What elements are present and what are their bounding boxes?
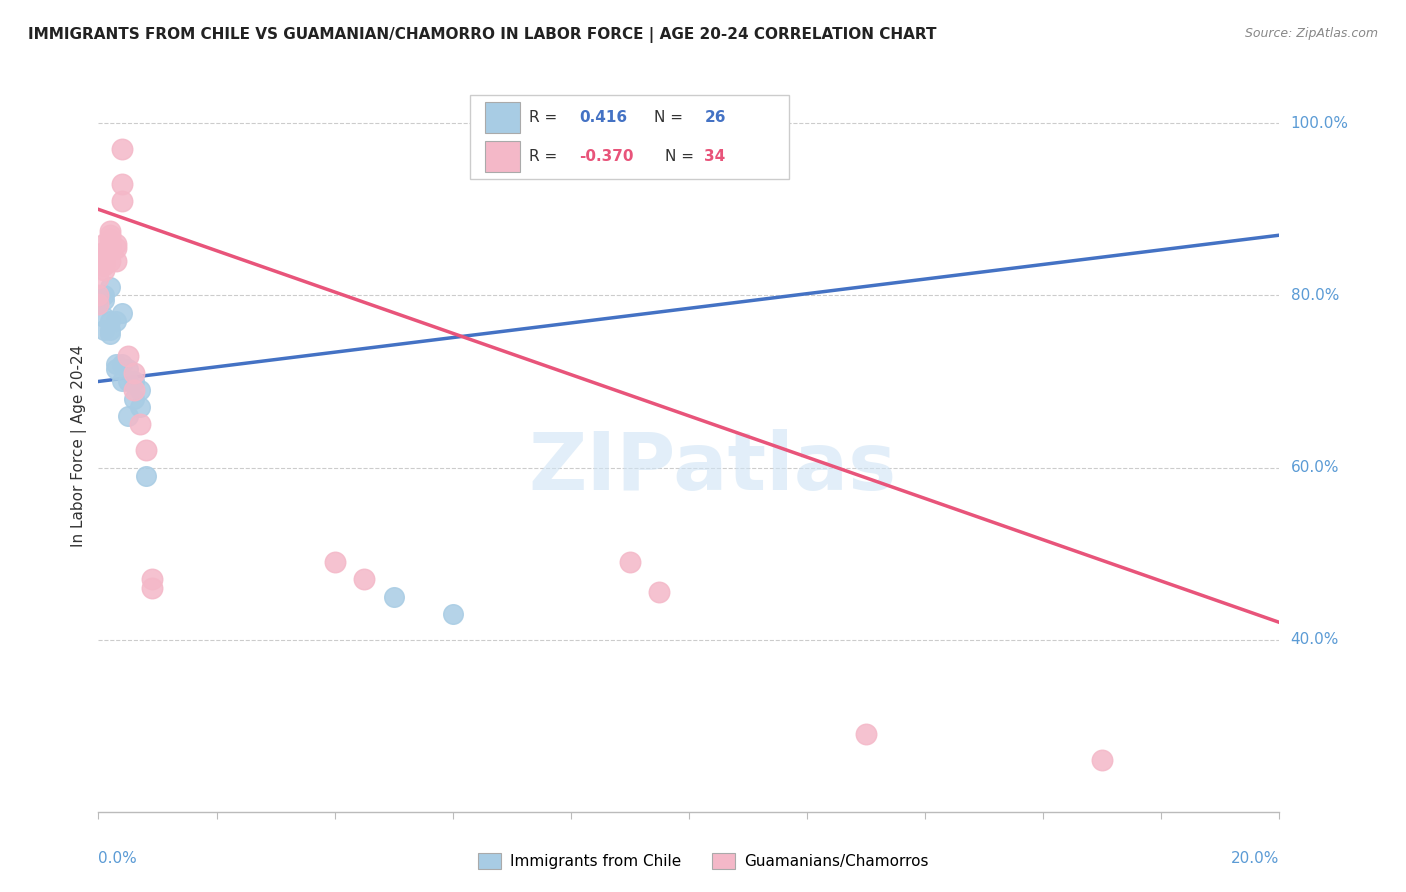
Text: 80.0%: 80.0%	[1291, 288, 1339, 303]
Point	[98, 280, 121, 294]
Point	[117, 409, 139, 423]
Text: 20.0%: 20.0%	[1232, 851, 1279, 865]
Point	[382, 590, 405, 604]
Point	[117, 361, 139, 376]
Point	[87, 297, 110, 311]
Text: ZIPatlas: ZIPatlas	[529, 429, 897, 507]
FancyBboxPatch shape	[471, 95, 789, 179]
Point	[122, 383, 145, 397]
Point	[128, 417, 150, 432]
Point	[105, 361, 128, 376]
Point	[111, 142, 134, 156]
Text: 100.0%: 100.0%	[1291, 116, 1348, 131]
Point	[648, 585, 671, 599]
Text: Source: ZipAtlas.com: Source: ZipAtlas.com	[1244, 27, 1378, 40]
Point	[117, 375, 139, 389]
Text: -0.370: -0.370	[579, 149, 634, 164]
Point	[87, 288, 110, 302]
Point	[441, 607, 464, 621]
Point	[323, 555, 346, 569]
Point	[111, 177, 134, 191]
Point	[105, 314, 128, 328]
Text: N =: N =	[665, 149, 699, 164]
Point	[87, 288, 110, 302]
Point	[93, 245, 115, 260]
Point	[93, 262, 115, 277]
Point	[93, 254, 115, 268]
Point	[93, 250, 115, 264]
Point	[98, 224, 121, 238]
Point	[141, 581, 163, 595]
Point	[93, 310, 115, 324]
Text: IMMIGRANTS FROM CHILE VS GUAMANIAN/CHAMORRO IN LABOR FORCE | AGE 20-24 CORRELATI: IMMIGRANTS FROM CHILE VS GUAMANIAN/CHAMO…	[28, 27, 936, 43]
Point	[105, 241, 128, 255]
Point	[353, 573, 375, 587]
Text: 0.416: 0.416	[579, 110, 627, 125]
Point	[122, 375, 145, 389]
Point	[93, 323, 115, 337]
Point	[141, 573, 163, 587]
Point	[93, 258, 115, 272]
Point	[111, 375, 134, 389]
FancyBboxPatch shape	[485, 103, 520, 133]
Y-axis label: In Labor Force | Age 20-24: In Labor Force | Age 20-24	[72, 345, 87, 547]
Point	[93, 288, 115, 302]
Legend: Immigrants from Chile, Guamanians/Chamorros: Immigrants from Chile, Guamanians/Chamor…	[471, 847, 935, 875]
Point	[98, 314, 121, 328]
Point	[111, 357, 134, 371]
Point	[87, 297, 110, 311]
Point	[98, 228, 121, 243]
Point	[87, 271, 110, 285]
Point	[128, 401, 150, 415]
Point	[93, 236, 115, 251]
Point	[111, 305, 134, 319]
Text: R =: R =	[530, 110, 562, 125]
Point	[98, 232, 121, 246]
Text: 26: 26	[704, 110, 725, 125]
Point	[98, 241, 121, 255]
Text: 60.0%: 60.0%	[1291, 460, 1339, 475]
Point	[122, 392, 145, 406]
Point	[98, 254, 121, 268]
Text: R =: R =	[530, 149, 562, 164]
Point	[128, 383, 150, 397]
Point	[122, 366, 145, 380]
Point	[855, 727, 877, 741]
Point	[111, 194, 134, 208]
Point	[105, 254, 128, 268]
Text: 40.0%: 40.0%	[1291, 632, 1339, 647]
Point	[1091, 753, 1114, 767]
Point	[93, 293, 115, 307]
Point	[98, 327, 121, 342]
Text: N =: N =	[654, 110, 688, 125]
Point	[619, 555, 641, 569]
Point	[135, 469, 157, 483]
Text: 34: 34	[704, 149, 725, 164]
Point	[105, 236, 128, 251]
Point	[117, 349, 139, 363]
Point	[98, 323, 121, 337]
Point	[135, 443, 157, 458]
Point	[105, 357, 128, 371]
FancyBboxPatch shape	[485, 141, 520, 171]
Point	[98, 236, 121, 251]
Text: 0.0%: 0.0%	[98, 851, 138, 865]
